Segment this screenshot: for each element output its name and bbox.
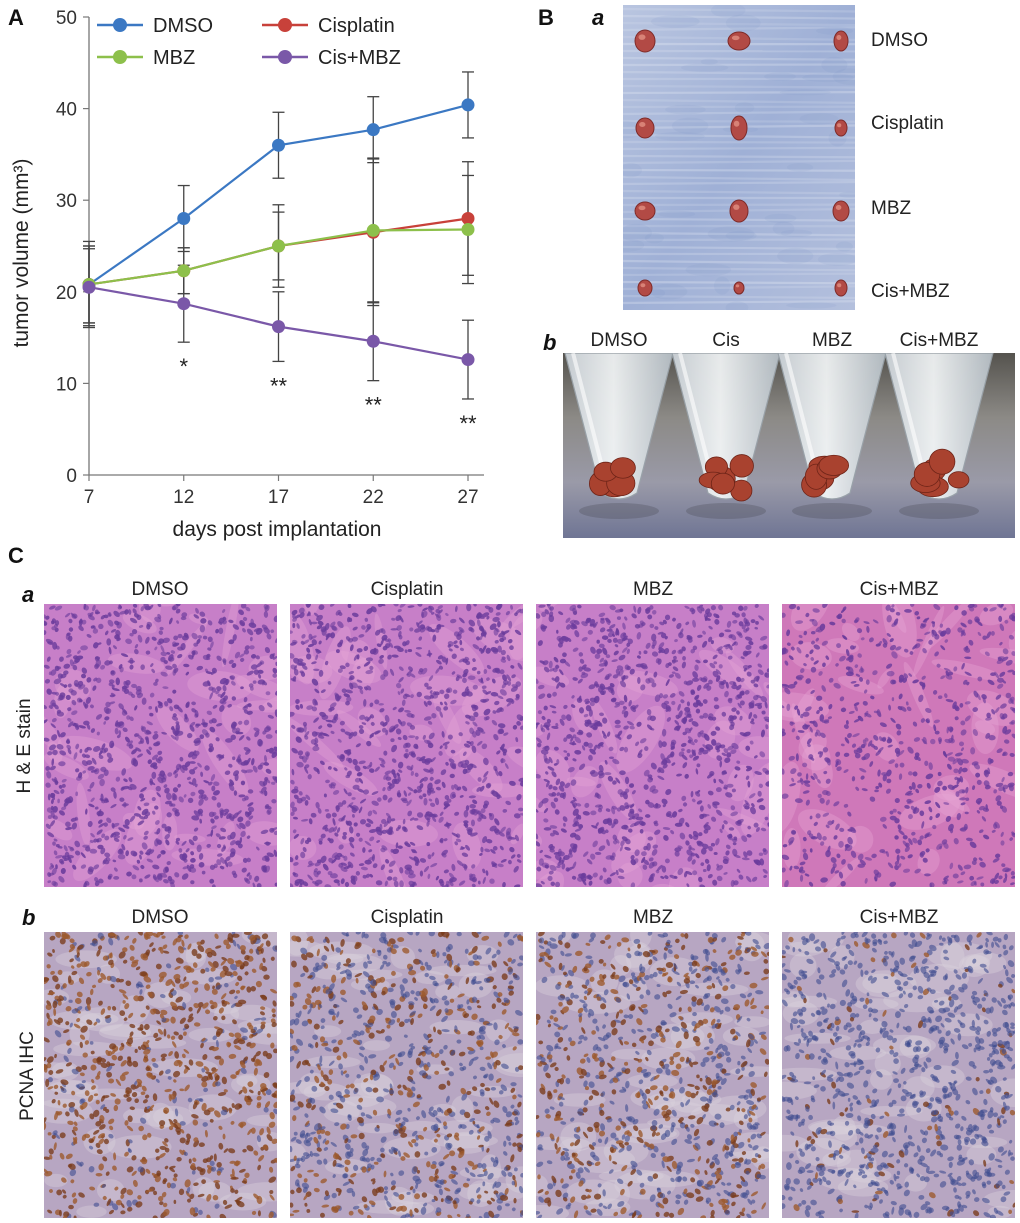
data-point bbox=[366, 223, 380, 237]
y-axis-label: tumor volume (mm³) bbox=[10, 158, 33, 347]
tumor bbox=[833, 30, 849, 52]
tumor bbox=[834, 119, 848, 137]
tumor bbox=[727, 31, 751, 51]
legend-marker bbox=[113, 50, 127, 64]
tube-label-dmso: DMSO bbox=[590, 330, 648, 351]
data-point bbox=[461, 98, 475, 112]
tumor bbox=[634, 201, 656, 221]
excised-tumors-photo bbox=[623, 5, 855, 310]
series-line-cis-mbz bbox=[82, 280, 475, 367]
data-point bbox=[177, 264, 191, 278]
panel-c-sub-a: a bbox=[22, 582, 35, 607]
tumor-photo-svg bbox=[623, 5, 855, 310]
data-point bbox=[177, 297, 191, 311]
panel-letter-c: C bbox=[8, 543, 24, 568]
tube-label-cis-mbz: Cis+MBZ bbox=[899, 330, 979, 351]
x-tick-label: 17 bbox=[268, 487, 289, 508]
y-tick-label: 10 bbox=[56, 374, 77, 395]
tubes-svg bbox=[563, 353, 1015, 538]
tumor bbox=[834, 279, 848, 297]
tumor bbox=[637, 279, 653, 297]
data-point bbox=[177, 212, 191, 226]
tumor bbox=[729, 199, 749, 223]
chart-series: ******* bbox=[82, 71, 477, 436]
panel-b-sub-b: b bbox=[543, 330, 557, 355]
tumor bbox=[733, 281, 745, 295]
panel-letter-a: A bbox=[8, 5, 24, 30]
chart-axes: 0 10 20 30 40 50 7 12 17 22 27 bbox=[56, 8, 484, 508]
data-point bbox=[461, 223, 475, 237]
data-point bbox=[461, 353, 475, 367]
data-point bbox=[82, 280, 96, 294]
significance-marker: * bbox=[179, 354, 188, 379]
significance-marker: ** bbox=[270, 373, 288, 398]
ihc-col-label-cisplatin: Cisplatin bbox=[370, 907, 444, 928]
y-tick-label: 20 bbox=[56, 283, 77, 304]
he-row-label: H & E stain bbox=[14, 698, 35, 794]
ihc-row-label: PCNA IHC bbox=[17, 1031, 38, 1121]
he-image-dmso bbox=[44, 604, 277, 887]
legend-marker bbox=[278, 18, 292, 32]
photo-label-dmso: DMSO bbox=[871, 30, 928, 51]
legend-label: Cis+MBZ bbox=[318, 47, 401, 69]
tube-label-mbz: MBZ bbox=[811, 330, 853, 351]
he-image-cisplatin bbox=[290, 604, 523, 887]
he-col-label-dmso: DMSO bbox=[131, 579, 189, 600]
he-col-label-mbz: MBZ bbox=[632, 579, 674, 600]
x-axis-label: days post implantation bbox=[173, 518, 382, 541]
data-point bbox=[366, 334, 380, 348]
data-point bbox=[272, 239, 285, 253]
ihc-image-dmso bbox=[44, 932, 277, 1218]
ihc-col-label-mbz: MBZ bbox=[632, 907, 674, 928]
legend-label: MBZ bbox=[153, 47, 195, 69]
tumor bbox=[635, 117, 655, 139]
photo-label-cis-mbz: Cis+MBZ bbox=[871, 281, 950, 302]
he-col-label-cis-mbz: Cis+MBZ bbox=[859, 579, 939, 600]
legend-marker bbox=[113, 18, 127, 32]
ihc-col-label-dmso: DMSO bbox=[131, 907, 189, 928]
ihc-image-cis-mbz bbox=[782, 932, 1015, 1218]
panel-c-sub-b: b bbox=[22, 905, 36, 930]
tube-label-cis: Cis bbox=[712, 330, 740, 351]
panel-letter-b: B bbox=[538, 5, 554, 30]
legend-label: Cisplatin bbox=[318, 15, 395, 37]
tumor bbox=[832, 200, 850, 222]
ihc-col-label-cis-mbz: Cis+MBZ bbox=[859, 907, 939, 928]
significance-marker: ** bbox=[459, 411, 477, 436]
ihc-image-mbz bbox=[536, 932, 769, 1218]
he-image-cis-mbz bbox=[782, 604, 1015, 887]
x-tick-label: 27 bbox=[457, 487, 478, 508]
panel-b-sub-a: a bbox=[592, 5, 605, 30]
y-tick-label: 40 bbox=[56, 100, 77, 121]
y-tick-label: 50 bbox=[56, 8, 77, 29]
data-point bbox=[461, 212, 475, 226]
data-point bbox=[272, 138, 285, 152]
photo-label-cisplatin: Cisplatin bbox=[871, 113, 944, 134]
x-tick-label: 22 bbox=[363, 487, 384, 508]
data-point bbox=[272, 320, 285, 334]
ihc-image-cisplatin bbox=[290, 932, 523, 1218]
legend-marker bbox=[278, 50, 292, 64]
significance-marker: ** bbox=[365, 393, 383, 418]
he-image-mbz bbox=[536, 604, 769, 887]
tubes-photo bbox=[563, 353, 1015, 538]
tumor bbox=[634, 29, 656, 53]
x-tick-label: 7 bbox=[84, 487, 95, 508]
tumor bbox=[730, 115, 748, 141]
legend-label: DMSO bbox=[153, 15, 213, 37]
data-point bbox=[366, 123, 380, 137]
x-tick-label: 12 bbox=[173, 487, 194, 508]
he-col-label-cisplatin: Cisplatin bbox=[370, 579, 444, 600]
y-tick-label: 0 bbox=[66, 466, 77, 487]
chart-legend: DMSO Cisplatin MBZ Cis+MBZ bbox=[97, 15, 401, 69]
photo-label-mbz: MBZ bbox=[871, 198, 912, 219]
y-tick-label: 30 bbox=[56, 191, 77, 212]
